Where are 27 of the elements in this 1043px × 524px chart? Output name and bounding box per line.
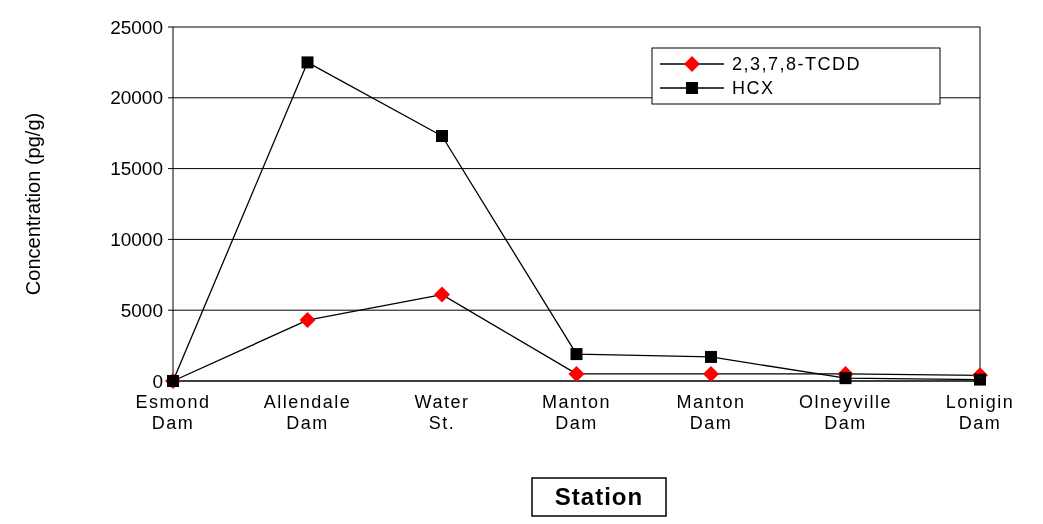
point — [568, 365, 585, 382]
legend-label: 2,3,7,8-TCDD — [732, 54, 862, 75]
point — [703, 365, 719, 382]
x-tick-label: Manton Dam — [541, 392, 612, 433]
point — [974, 373, 986, 386]
y-tick-label: 5000 — [120, 299, 163, 321]
point — [434, 286, 450, 303]
point — [301, 56, 314, 69]
y-tick-label: 10000 — [110, 229, 163, 251]
point — [436, 130, 448, 143]
x-tick-label: Water St. — [414, 392, 470, 433]
x-tick-label: Olneyville Dam — [798, 392, 893, 433]
y-tick-label: 20000 — [110, 87, 163, 109]
y-axis-title: Concentration (pg/g) — [22, 112, 44, 296]
x-axis-title: Station — [554, 483, 644, 510]
y-tick-label: 15000 — [110, 158, 163, 180]
x-tick-label: Lonigin Dam — [945, 392, 1015, 433]
point — [299, 312, 316, 329]
y-tick-label: 25000 — [110, 16, 163, 38]
x-tick-label: Esmond Dam — [135, 392, 211, 433]
point — [839, 372, 852, 385]
x-tick-label: Allendale Dam — [263, 392, 352, 433]
legend-label: HCX — [732, 78, 775, 99]
point — [570, 348, 583, 361]
point — [705, 350, 717, 363]
x-tick-label: Manton Dam — [676, 392, 746, 433]
y-tick-label: 0 — [152, 370, 163, 392]
